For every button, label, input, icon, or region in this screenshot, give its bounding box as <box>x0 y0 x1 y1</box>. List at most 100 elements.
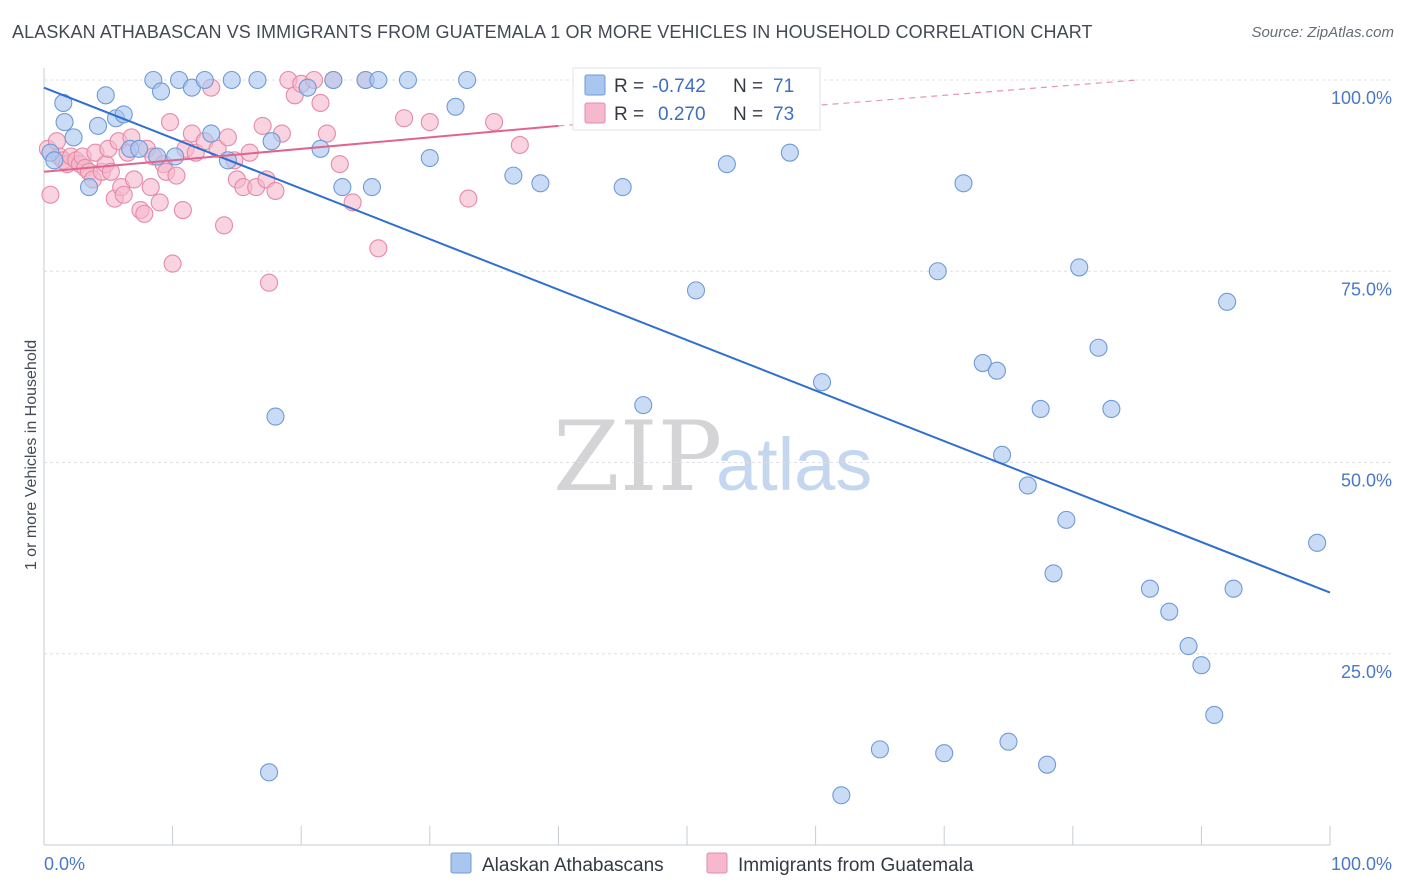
stats-box: R = -0.742 N = 71 R = 0.270 N = 73 <box>572 67 821 131</box>
data-point <box>485 113 504 132</box>
data-point <box>214 216 234 235</box>
data-point <box>311 139 330 158</box>
y-axis-label: 1 or more Vehicles in Household <box>23 340 40 570</box>
data-point <box>324 70 343 90</box>
data-point <box>88 116 108 135</box>
data-point <box>1308 533 1327 552</box>
data-point <box>1018 476 1037 495</box>
data-point <box>130 139 149 158</box>
stats-pink-swatch <box>584 102 606 124</box>
data-point <box>369 70 388 90</box>
data-point <box>333 178 352 197</box>
data-point <box>166 147 185 166</box>
legend-label-immigrants-guatemala[interactable]: Immigrants from Guatemala <box>738 855 974 876</box>
legend-label-alaskan-athabascans[interactable]: Alaskan Athabascans <box>482 855 664 876</box>
data-point <box>64 128 83 147</box>
data-point <box>717 155 736 174</box>
data-point <box>1179 637 1198 656</box>
data-point <box>973 353 992 373</box>
data-point <box>150 193 169 212</box>
data-point <box>395 109 414 128</box>
data-point <box>1102 399 1121 419</box>
data-point <box>780 143 799 162</box>
data-point <box>330 155 349 174</box>
data-point <box>832 786 851 805</box>
trend-lines <box>43 79 1331 594</box>
y-tick-labels: 25.0% 50.0% 75.0% 100.0% <box>1331 88 1392 682</box>
data-point <box>935 744 954 763</box>
chart-title: ALASKAN ATHABASCAN VS IMMIGRANTS FROM GU… <box>12 22 1093 42</box>
legend: Alaskan Athabascans Immigrants from Guat… <box>450 852 974 876</box>
trend-line-alaskan-athabascans <box>43 86 1331 594</box>
x-tick-label-right: 100.0% <box>1331 854 1392 874</box>
data-point <box>1038 755 1057 774</box>
data-point <box>79 178 99 197</box>
data-point <box>1031 399 1050 419</box>
data-point <box>954 174 973 193</box>
axes <box>43 68 1331 846</box>
watermark-atlas: atlas <box>716 423 872 506</box>
stats-pink-r-label: R = <box>614 104 644 125</box>
data-point <box>114 105 133 124</box>
data-point <box>369 239 388 258</box>
data-point <box>1089 338 1108 357</box>
data-point <box>141 178 160 197</box>
trend-line-immigrants-guatemala-extension <box>558 79 1138 127</box>
data-point <box>298 78 317 97</box>
data-point <box>1224 579 1243 598</box>
data-point <box>686 281 706 300</box>
data-point <box>987 361 1006 380</box>
data-point <box>151 82 171 101</box>
stats-blue-r-label: R = <box>614 76 644 97</box>
data-point <box>222 70 241 90</box>
data-point <box>420 113 439 132</box>
data-point <box>266 181 285 200</box>
data-point <box>253 116 272 135</box>
legend-swatch-blue[interactable] <box>450 852 472 874</box>
data-point <box>135 204 154 223</box>
data-point <box>55 113 74 132</box>
data-point <box>167 166 186 185</box>
data-point <box>248 70 267 90</box>
data-point <box>114 185 133 204</box>
data-point <box>398 70 417 90</box>
trend-line-immigrants-guatemala <box>43 124 559 173</box>
stats-blue-swatch <box>584 74 606 96</box>
y-tick-label-75: 75.0% <box>1341 279 1392 299</box>
data-point <box>420 148 439 168</box>
data-point <box>1140 579 1160 598</box>
data-point <box>1160 602 1179 621</box>
data-point <box>1044 564 1063 583</box>
data-point <box>262 132 281 151</box>
data-point <box>1070 258 1089 277</box>
data-point <box>96 86 115 105</box>
data-point <box>173 201 192 220</box>
y-tick-label-100: 100.0% <box>1331 88 1392 108</box>
series-alaskan-athabascans <box>41 70 1327 805</box>
data-point <box>41 185 60 204</box>
data-point <box>45 151 64 170</box>
legend-swatch-pink[interactable] <box>706 852 728 874</box>
data-point <box>317 124 336 143</box>
stats-pink-r-value: 0.270 <box>658 104 706 125</box>
data-point <box>124 170 144 189</box>
data-point <box>510 135 529 155</box>
stats-blue-r-value: -0.742 <box>652 76 706 97</box>
data-point <box>311 93 330 112</box>
data-point <box>613 178 632 197</box>
data-point <box>362 178 381 197</box>
gridlines <box>44 79 1392 655</box>
data-point <box>504 166 523 185</box>
data-point <box>531 174 550 193</box>
data-point <box>928 262 947 281</box>
stats-blue-n-value: 71 <box>773 76 794 97</box>
data-point <box>634 396 653 415</box>
y-tick-label-25: 25.0% <box>1341 662 1392 682</box>
data-point <box>160 113 180 132</box>
data-point <box>259 273 279 292</box>
data-point <box>101 162 120 181</box>
data-point <box>1192 656 1211 675</box>
stats-box-frame <box>572 67 821 131</box>
data-point <box>218 128 237 147</box>
